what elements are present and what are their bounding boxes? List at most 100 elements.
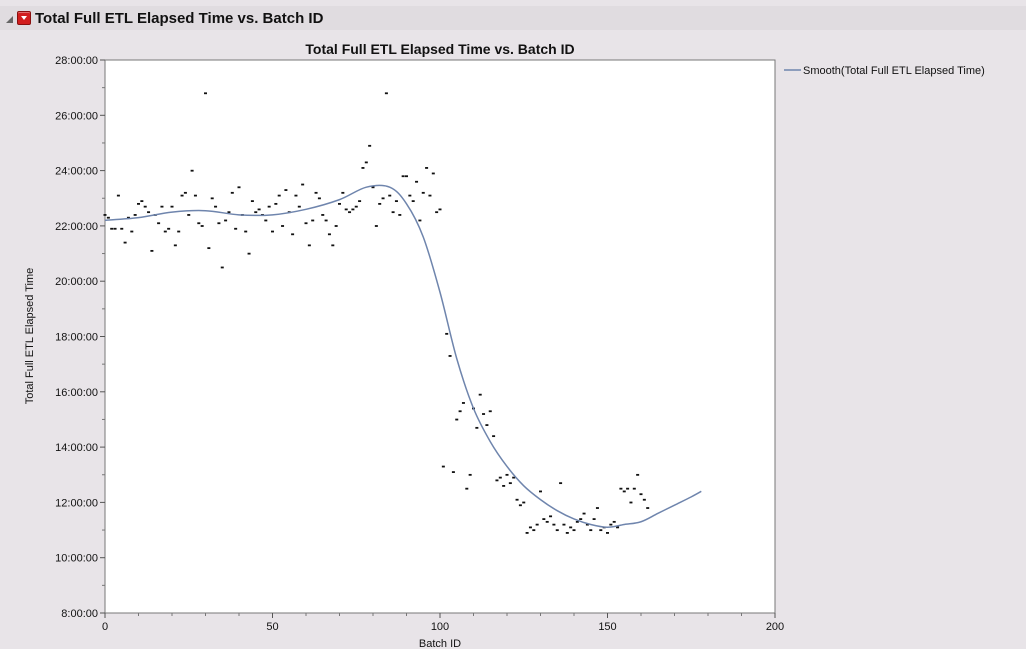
data-point [391, 211, 395, 214]
data-point [572, 529, 576, 532]
y-tick-label: 12:00:00 [55, 497, 98, 509]
data-point [237, 186, 241, 189]
data-point [428, 194, 432, 197]
data-point [629, 501, 633, 504]
data-point [291, 233, 295, 236]
data-point [271, 230, 274, 233]
data-point [532, 529, 536, 532]
data-point [327, 233, 331, 236]
y-axis: 8:00:00 10:00:00 12:00:00 14:00:00 16:00:00 1… [55, 55, 105, 620]
data-point [482, 413, 486, 415]
data-point [565, 532, 569, 534]
data-point [606, 532, 609, 534]
data-point [170, 205, 174, 208]
data-point [180, 194, 184, 197]
data-point [163, 230, 167, 233]
data-point [361, 167, 365, 169]
data-point [250, 200, 254, 203]
data-point [582, 512, 586, 515]
data-point [435, 211, 439, 214]
data-point [371, 186, 375, 189]
data-point [126, 216, 130, 219]
data-point [599, 529, 603, 532]
disclosure-triangle-icon[interactable] [6, 15, 13, 23]
data-point [348, 211, 352, 214]
data-point [204, 92, 207, 95]
data-point [150, 249, 154, 252]
data-point [639, 493, 643, 496]
data-point [177, 230, 181, 233]
data-point [157, 222, 161, 225]
data-point [147, 211, 151, 214]
data-point [344, 208, 348, 211]
x-tick-label: 150 [598, 621, 616, 633]
data-point [257, 208, 261, 211]
data-point [609, 523, 613, 526]
data-point [398, 214, 402, 216]
data-point [264, 219, 268, 222]
legend: Smooth(Total Full ETL Elapsed Time) [784, 65, 985, 77]
data-point [314, 191, 318, 194]
y-tick-label: 28:00:00 [55, 55, 98, 67]
data-point [518, 504, 522, 507]
data-point [384, 92, 388, 95]
y-tick-label: 16:00:00 [55, 387, 98, 399]
data-point [190, 169, 194, 172]
data-point [338, 202, 341, 205]
data-point [284, 189, 288, 191]
data-point [358, 200, 362, 203]
legend-label: Smooth(Total Full ETL Elapsed Time) [803, 65, 985, 77]
data-point [210, 197, 214, 200]
chart-title: Total Full ETL Elapsed Time vs. Batch ID [305, 41, 574, 57]
data-point [267, 205, 271, 208]
data-point [307, 244, 311, 247]
data-point [167, 227, 171, 230]
data-point [478, 393, 482, 396]
data-point [388, 194, 392, 197]
data-point [217, 222, 221, 225]
red-triangle-menu-icon[interactable] [17, 11, 31, 25]
y-tick-label: 14:00:00 [55, 442, 98, 454]
data-point [110, 227, 114, 230]
data-point [559, 482, 563, 485]
data-point [612, 520, 616, 523]
data-point [354, 205, 358, 208]
data-point [451, 471, 455, 473]
data-point [368, 144, 372, 147]
data-point [378, 202, 382, 205]
y-tick-label: 8:00:00 [61, 608, 98, 620]
data-point [492, 435, 496, 438]
data-point [116, 194, 120, 197]
data-point [542, 518, 546, 520]
smooth-line-series [104, 184, 702, 529]
data-point [317, 197, 321, 200]
data-point [294, 194, 298, 197]
data-point [143, 205, 147, 208]
data-point [622, 490, 626, 493]
data-point [244, 230, 248, 233]
data-point [374, 225, 378, 227]
data-point [458, 410, 462, 413]
y-tick-label: 24:00:00 [55, 166, 98, 178]
data-point [411, 200, 415, 203]
data-point [485, 424, 489, 426]
y-tick-label: 26:00:00 [55, 110, 98, 122]
data-point [401, 175, 405, 178]
data-point [549, 515, 553, 518]
data-point [505, 473, 509, 476]
data-point [575, 520, 579, 523]
data-point [616, 526, 620, 529]
data-point [465, 487, 469, 490]
data-point [341, 191, 345, 194]
data-point [448, 355, 452, 357]
data-point [277, 194, 281, 197]
data-point [619, 487, 623, 490]
data-point [160, 205, 164, 208]
data-point [562, 523, 566, 526]
y-tick-label: 22:00:00 [55, 221, 98, 233]
y-tick-label: 10:00:00 [55, 553, 98, 565]
data-point [220, 266, 224, 269]
data-point [632, 487, 636, 490]
data-point [311, 219, 315, 222]
data-point [455, 418, 459, 421]
